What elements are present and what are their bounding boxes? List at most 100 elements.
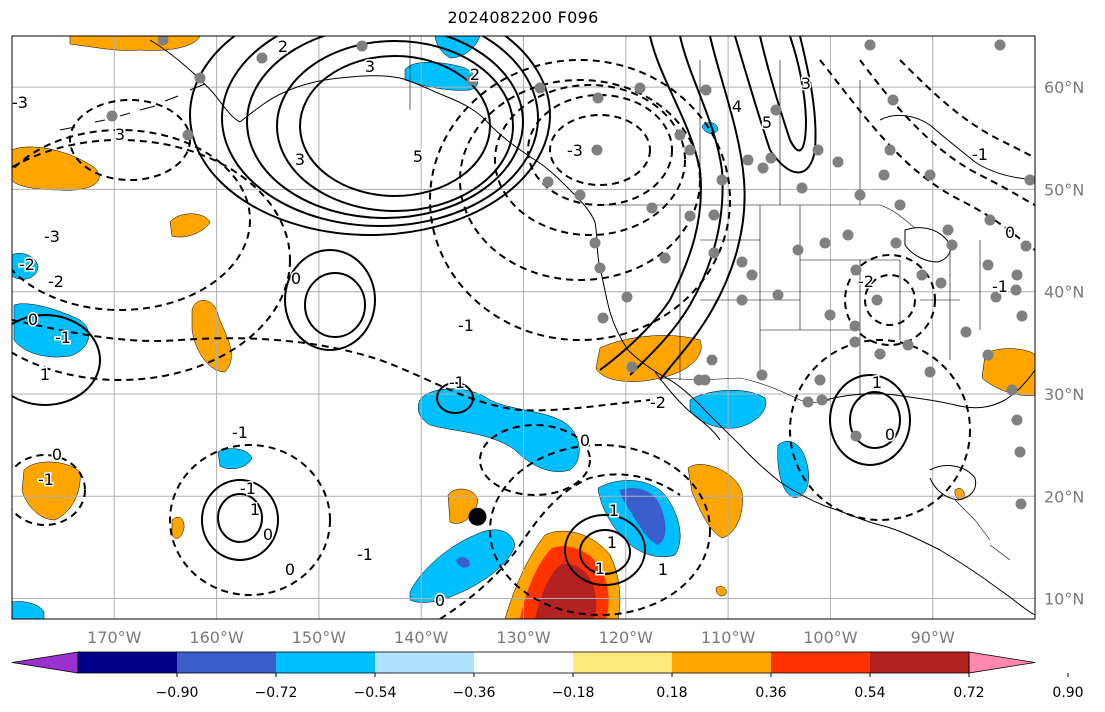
contour-line — [819, 59, 1035, 251]
station-dot — [757, 162, 769, 174]
positive-anomaly-shade — [595, 335, 702, 382]
colorbar-segment — [870, 652, 969, 673]
contour-label: 0 — [435, 591, 445, 610]
station-dot — [157, 36, 169, 46]
colorbar-segment — [177, 652, 276, 673]
station-dot — [850, 264, 862, 276]
contour-line — [459, 79, 701, 281]
station-dot — [864, 39, 876, 51]
contour-line — [859, 59, 1035, 206]
station-dot — [700, 84, 712, 96]
station-dot — [708, 209, 720, 221]
longitude-label: 130°W — [496, 628, 551, 647]
longitude-label: 170°W — [87, 628, 142, 647]
contour-line — [12, 454, 86, 526]
station-dot — [708, 247, 720, 259]
contour-label: 3 — [801, 74, 811, 93]
station-dot — [589, 237, 601, 249]
station-dot — [592, 92, 604, 104]
station-dot — [256, 52, 268, 64]
station-dot — [994, 39, 1006, 51]
negative-anomaly-shade — [417, 388, 580, 472]
contour-line — [12, 129, 251, 311]
station-dot — [1015, 498, 1027, 510]
contour-label: -2 — [19, 255, 35, 274]
station-dot — [756, 369, 768, 381]
station-dot — [902, 339, 914, 351]
colorbar-extend-low — [11, 651, 79, 674]
contour-label: 0 — [580, 431, 590, 450]
station-dot — [884, 144, 896, 156]
station-dot — [182, 129, 194, 141]
contour-label: -1 — [38, 470, 54, 489]
station-dot — [1024, 174, 1035, 186]
station-dot — [770, 104, 782, 116]
station-dot — [646, 202, 658, 214]
colorbar-tick-label: −0.90 — [156, 685, 199, 701]
colorbar-tick-label: 0.36 — [755, 685, 786, 701]
positive-anomaly-shade — [954, 488, 965, 500]
station-dot — [574, 189, 586, 201]
negative-anomaly-shade — [777, 441, 809, 499]
station-dot — [982, 349, 994, 361]
station-dot — [634, 82, 646, 94]
storm-center-marker — [468, 507, 487, 526]
station-dot — [812, 144, 824, 156]
contour-label: -1 — [357, 545, 373, 564]
longitude-label: 90°W — [911, 628, 955, 647]
yucatan-coast — [929, 465, 977, 501]
station-dot — [594, 262, 606, 274]
colorbar-tick-label: 0.72 — [953, 685, 984, 701]
colorbar-segment — [474, 652, 573, 673]
station-dot — [194, 72, 206, 84]
longitude-label: 110°W — [701, 628, 756, 647]
station-dot — [1016, 310, 1028, 322]
contour-label: 1 — [658, 560, 668, 579]
station-dot — [706, 354, 718, 366]
station-dot — [736, 256, 748, 268]
colorbar-segment — [672, 652, 771, 673]
station-dot — [659, 252, 671, 264]
contour-line — [849, 391, 901, 449]
station-dot — [1011, 269, 1023, 281]
contour-line — [864, 274, 916, 326]
contour-label: 3 — [295, 150, 305, 169]
station-dot — [824, 309, 836, 321]
contour-label: 0 — [285, 560, 295, 579]
canada-provinces — [409, 36, 861, 205]
station-dot — [916, 269, 928, 281]
station-dot — [946, 239, 958, 251]
station-dot — [772, 289, 784, 301]
station-dot — [1011, 414, 1023, 426]
baja-peninsula — [654, 371, 721, 441]
contour-line — [579, 529, 631, 575]
negative-contours — [12, 59, 1035, 619]
station-dots — [106, 36, 1035, 510]
colorbar-segment — [276, 652, 375, 673]
contour-line — [759, 36, 808, 152]
station-dot — [621, 291, 633, 303]
negative-anomaly-shade — [12, 252, 39, 280]
latitude-label: 60°N — [1044, 78, 1084, 97]
station-dot — [684, 144, 696, 156]
station-dot — [832, 156, 844, 168]
station-dot — [849, 320, 861, 332]
contour-label: -1 — [240, 479, 256, 498]
contour-line — [564, 514, 646, 586]
contour-label: -3 — [12, 93, 28, 112]
station-dot — [819, 237, 831, 249]
contour-line — [201, 479, 279, 561]
station-dot — [765, 152, 777, 164]
station-dot — [849, 336, 861, 348]
station-dot — [792, 244, 804, 256]
contour-line — [304, 272, 366, 338]
colorbar-extend-high — [968, 651, 1036, 674]
contour-label: -1 — [449, 373, 465, 392]
contour-line — [479, 424, 591, 496]
contour-line — [217, 493, 263, 543]
positive-anomaly-shade — [169, 213, 211, 238]
colorbar-ticks: −0.90 −0.72 −0.54 −0.36 −0.18 0.18 0.36 0.54 0.7… — [156, 673, 1084, 701]
contour-line — [599, 36, 702, 371]
contour-label: 2 — [278, 37, 288, 56]
latitude-label: 30°N — [1044, 385, 1084, 404]
